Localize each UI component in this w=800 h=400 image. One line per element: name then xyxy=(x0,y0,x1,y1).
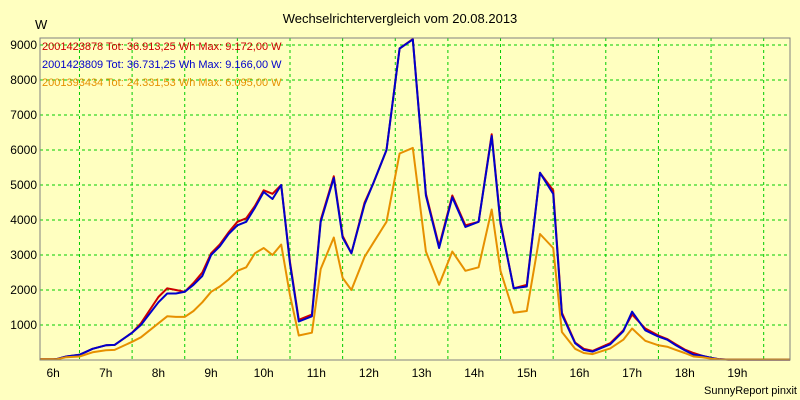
y-axis-label: W xyxy=(35,17,48,32)
footer-credit: SunnyReport pinxit xyxy=(704,385,797,397)
x-tick-label: 19h xyxy=(727,366,747,380)
x-tick-label: 12h xyxy=(359,366,379,380)
plot-frame xyxy=(39,37,791,361)
x-tick-label: 18h xyxy=(675,366,695,380)
x-tick-label: 7h xyxy=(99,366,112,380)
y-tick-label: 8000 xyxy=(10,73,37,87)
y-tick-label: 1000 xyxy=(10,318,37,332)
x-tick-label: 13h xyxy=(412,366,432,380)
legend: 2001423878 Tot: 36.913,25 Wh Max: 9.172,… xyxy=(42,41,282,89)
y-tick-label: 2000 xyxy=(10,283,37,297)
x-tick-label: 10h xyxy=(254,366,274,380)
y-tick-label: 6000 xyxy=(10,143,37,157)
x-tick-label: 6h xyxy=(46,366,59,380)
x-tick-label: 8h xyxy=(152,366,165,380)
y-tick-label: 9000 xyxy=(10,38,37,52)
x-tick-label: 9h xyxy=(204,366,217,380)
y-tick-label: 4000 xyxy=(10,213,37,227)
x-tick-label: 15h xyxy=(517,366,537,380)
y-tick-label: 5000 xyxy=(10,178,37,192)
legend-entry-2001393434: 2001393434 Tot: 24.331,53 Wh Max: 6.095,… xyxy=(42,77,282,89)
legend-entry-2001423809: 2001423809 Tot: 36.731,25 Wh Max: 9.166,… xyxy=(42,59,282,71)
legend-entry-2001423878: 2001423878 Tot: 36.913,25 Wh Max: 9.172,… xyxy=(42,41,282,53)
y-tick-label: 3000 xyxy=(10,248,37,262)
series-layer xyxy=(40,38,790,361)
x-tick-label: 17h xyxy=(622,366,642,380)
x-tick-label: 11h xyxy=(307,366,326,380)
series-line-2001423809 xyxy=(40,38,790,361)
axes xyxy=(39,37,791,361)
y-tick-label: 7000 xyxy=(10,108,37,122)
x-tick-label: 14h xyxy=(464,366,484,380)
grid xyxy=(40,38,790,360)
x-tick-label: 16h xyxy=(569,366,589,380)
series-line-2001393434 xyxy=(40,146,790,361)
chart-title: Wechselrichtervergleich vom 20.08.2013 xyxy=(283,11,518,26)
tick-labels: 1000 2000 3000 4000 5000 6000 7000 8000 9000 6h 7h… xyxy=(10,38,747,380)
